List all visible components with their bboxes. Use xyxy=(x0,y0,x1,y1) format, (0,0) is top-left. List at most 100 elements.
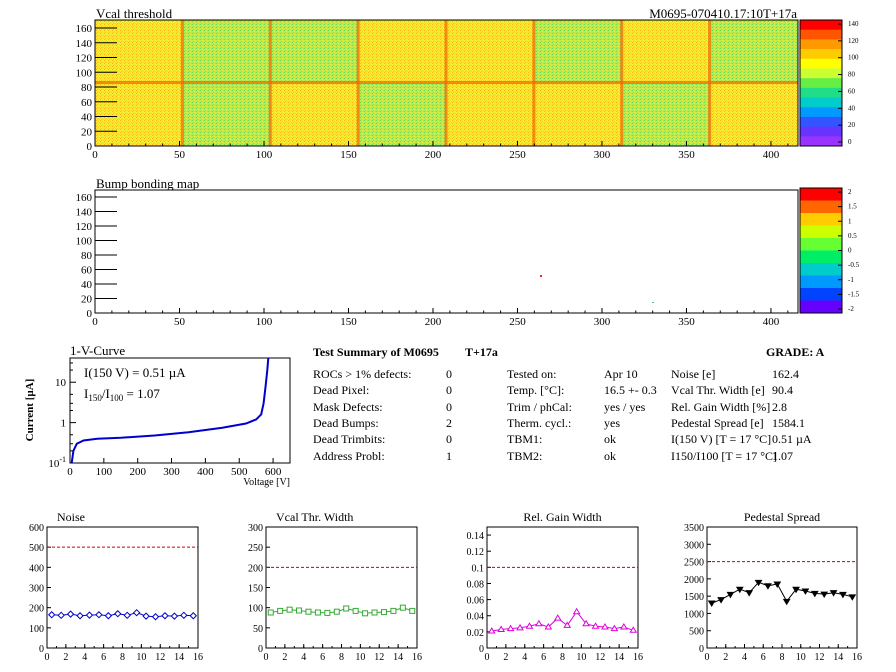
palette-swatch xyxy=(800,116,842,128)
iv-y-tick-label: 10 xyxy=(55,377,67,389)
roc-tile-tint xyxy=(358,83,447,146)
x-tick-label: 8 xyxy=(120,652,125,663)
data-point xyxy=(95,611,103,619)
data-point xyxy=(801,588,810,595)
data-point xyxy=(717,597,725,604)
x-tick-label: 250 xyxy=(509,316,526,328)
summary-label: Pedestal Spread [e] xyxy=(671,415,764,430)
data-point xyxy=(277,607,284,614)
x-tick-label: 6 xyxy=(101,652,106,663)
data-point xyxy=(296,607,303,614)
y-tick-label: 50 xyxy=(253,624,263,635)
y-tick-label: 40 xyxy=(81,112,93,124)
summary-label: Temp. [°C]: xyxy=(507,383,565,398)
data-point xyxy=(267,609,274,616)
summary-value: 0 xyxy=(446,399,452,414)
roc-tile-tint xyxy=(534,83,623,146)
data-point xyxy=(85,611,94,619)
y-tick-label: 0.14 xyxy=(467,531,485,542)
x-tick-label: 4 xyxy=(742,652,747,663)
data-point xyxy=(610,624,619,632)
roc-tile-tint xyxy=(270,83,359,146)
y-tick-label: 140 xyxy=(76,38,93,50)
palette-label: -1 xyxy=(848,276,854,284)
x-tick-label: 150 xyxy=(340,316,357,328)
x-tick-label: 2 xyxy=(282,652,287,663)
y-tick-label: 100 xyxy=(29,624,44,635)
iv-plot-frame xyxy=(69,357,291,464)
summary-label: I(150 V) [T = 17 °C] xyxy=(671,432,772,447)
data-point xyxy=(48,611,56,619)
data-point xyxy=(792,586,800,594)
roc-tile-tint xyxy=(446,20,535,83)
x-tick-label: 8 xyxy=(780,652,785,663)
palette-frame xyxy=(799,19,843,147)
y-tick-label: 250 xyxy=(248,543,263,554)
y-tick-label: 2500 xyxy=(684,558,704,569)
series-line xyxy=(51,612,194,618)
x-tick-label: 100 xyxy=(256,149,273,161)
y-tick-label: 0 xyxy=(87,308,93,320)
iv-x-tick-label: 0 xyxy=(67,466,73,478)
data-point xyxy=(839,591,847,599)
data-point xyxy=(619,623,628,630)
y-tick-label: 2000 xyxy=(684,575,704,586)
data-point xyxy=(142,612,150,620)
summary-plot-title: Pedestal Spread xyxy=(744,510,820,524)
data-point xyxy=(104,612,113,620)
y-tick-label: 600 xyxy=(29,523,44,534)
palette-swatch xyxy=(800,58,842,69)
x-tick-label: 2 xyxy=(723,652,728,663)
data-point xyxy=(525,622,534,629)
summary-plot-frame xyxy=(265,526,418,649)
summary-plot-1: Vcal Thr. Width 0 2 4 6 8 10 12 14 16 0 50 100 150 200… xyxy=(248,510,422,663)
x-tick-label: 16 xyxy=(412,652,422,663)
data-point xyxy=(390,607,397,614)
x-tick-label: 14 xyxy=(614,652,624,663)
x-tick-label: 0 xyxy=(485,652,490,663)
roc-boundary xyxy=(95,81,798,84)
palette-swatch xyxy=(800,39,842,50)
data-point xyxy=(516,623,524,631)
x-tick-label: 6 xyxy=(761,652,766,663)
data-point xyxy=(170,612,179,620)
data-point xyxy=(380,609,387,616)
palette-label: 0.5 xyxy=(848,232,857,240)
palette-swatch xyxy=(800,288,842,301)
x-tick-label: 16 xyxy=(193,652,203,663)
summary-temp-tag: T+17a xyxy=(465,345,498,359)
summary-plot-0: Noise 0 2 4 6 8 10 12 14 16 0 100 200 300 400 500 600 xyxy=(29,510,203,663)
y-tick-label: 300 xyxy=(29,584,44,595)
iv-x-tick-label: 300 xyxy=(163,466,180,478)
x-tick-label: 10 xyxy=(796,652,806,663)
vcal-color-scale: 140 120 100 80 60 40 20 0 xyxy=(799,19,859,147)
x-tick-label: 10 xyxy=(576,652,586,663)
data-point xyxy=(829,590,838,597)
data-point xyxy=(848,594,857,601)
summary-label: Vcal Thr. Width [e] xyxy=(671,383,765,398)
data-point xyxy=(151,613,160,621)
palette-swatch xyxy=(800,263,842,276)
x-tick-label: 0 xyxy=(705,652,710,663)
roc-tile xyxy=(710,20,798,83)
palette-label: 0 xyxy=(848,138,852,146)
x-tick-label: 14 xyxy=(174,652,184,663)
summary-label: Address Probl: xyxy=(313,448,385,463)
data-point xyxy=(553,614,562,621)
palette-swatch xyxy=(800,20,842,31)
summary-value: 1584.1 xyxy=(772,415,805,430)
data-point xyxy=(591,622,600,629)
x-tick-label: 8 xyxy=(560,652,565,663)
y-tick-label: 150 xyxy=(248,584,263,595)
x-tick-label: 14 xyxy=(833,652,843,663)
data-point xyxy=(754,579,763,587)
y-tick-label: 0.12 xyxy=(467,547,485,558)
x-tick-label: 150 xyxy=(340,149,357,161)
x-tick-label: 0 xyxy=(45,652,50,663)
data-point xyxy=(582,619,590,627)
palette-label: 100 xyxy=(848,54,859,62)
roc-tile xyxy=(622,83,711,146)
x-tick-label: 250 xyxy=(509,149,526,161)
